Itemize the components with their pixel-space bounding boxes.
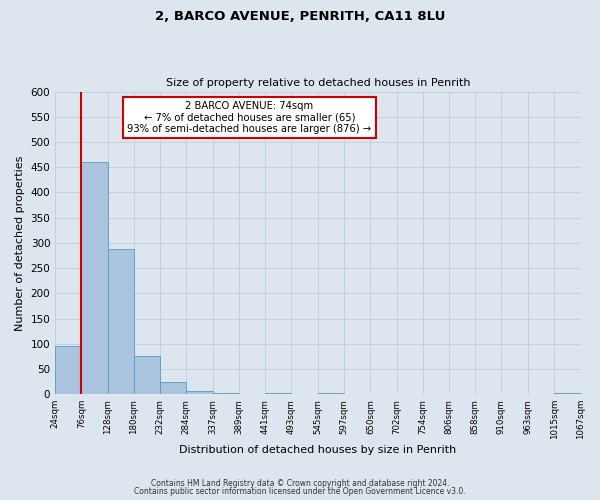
Title: Size of property relative to detached houses in Penrith: Size of property relative to detached ho… [166,78,470,88]
X-axis label: Distribution of detached houses by size in Penrith: Distribution of detached houses by size … [179,445,457,455]
Bar [82,162,107,394]
Bar [186,390,213,394]
Bar [134,356,160,394]
Bar [160,382,186,394]
Text: 2, BARCO AVENUE, PENRITH, CA11 8LU: 2, BARCO AVENUE, PENRITH, CA11 8LU [155,10,445,23]
Bar [554,393,581,394]
Text: Contains public sector information licensed under the Open Government Licence v3: Contains public sector information licen… [134,487,466,496]
Bar [55,346,82,394]
Bar [213,393,239,394]
Bar [107,249,134,394]
Bar [317,393,344,394]
Text: 2 BARCO AVENUE: 74sqm
← 7% of detached houses are smaller (65)
93% of semi-detac: 2 BARCO AVENUE: 74sqm ← 7% of detached h… [127,100,371,134]
Y-axis label: Number of detached properties: Number of detached properties [15,155,25,330]
Text: Contains HM Land Registry data © Crown copyright and database right 2024.: Contains HM Land Registry data © Crown c… [151,478,449,488]
Bar [265,393,292,394]
